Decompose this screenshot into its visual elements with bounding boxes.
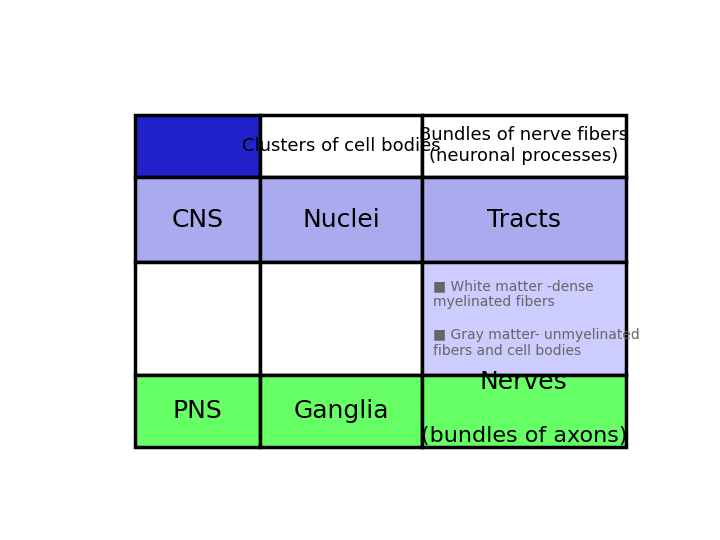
- Text: Clusters of cell bodies: Clusters of cell bodies: [242, 137, 441, 155]
- Bar: [260, 375, 422, 447]
- Bar: [422, 114, 626, 177]
- Bar: [135, 177, 260, 262]
- Bar: [422, 262, 626, 375]
- Text: Nuclei: Nuclei: [302, 208, 380, 232]
- Bar: [260, 262, 422, 375]
- Bar: [422, 177, 626, 262]
- Bar: [135, 375, 260, 447]
- Bar: [135, 114, 260, 177]
- Text: PNS: PNS: [173, 399, 222, 423]
- Text: Nerves: Nerves: [480, 370, 568, 394]
- Bar: [422, 375, 626, 447]
- Text: CNS: CNS: [171, 208, 223, 232]
- Text: ■ White matter -dense
myelinated fibers

■ Gray matter- unmyelinated
fibers and : ■ White matter -dense myelinated fibers …: [433, 279, 640, 358]
- Text: Tracts: Tracts: [487, 208, 561, 232]
- Text: Bundles of nerve fibers
(neuronal processes): Bundles of nerve fibers (neuronal proces…: [419, 126, 629, 165]
- Text: (bundles of axons): (bundles of axons): [420, 426, 627, 446]
- Bar: [260, 177, 422, 262]
- Bar: [260, 114, 422, 177]
- Bar: [135, 262, 260, 375]
- Text: Ganglia: Ganglia: [293, 399, 389, 423]
